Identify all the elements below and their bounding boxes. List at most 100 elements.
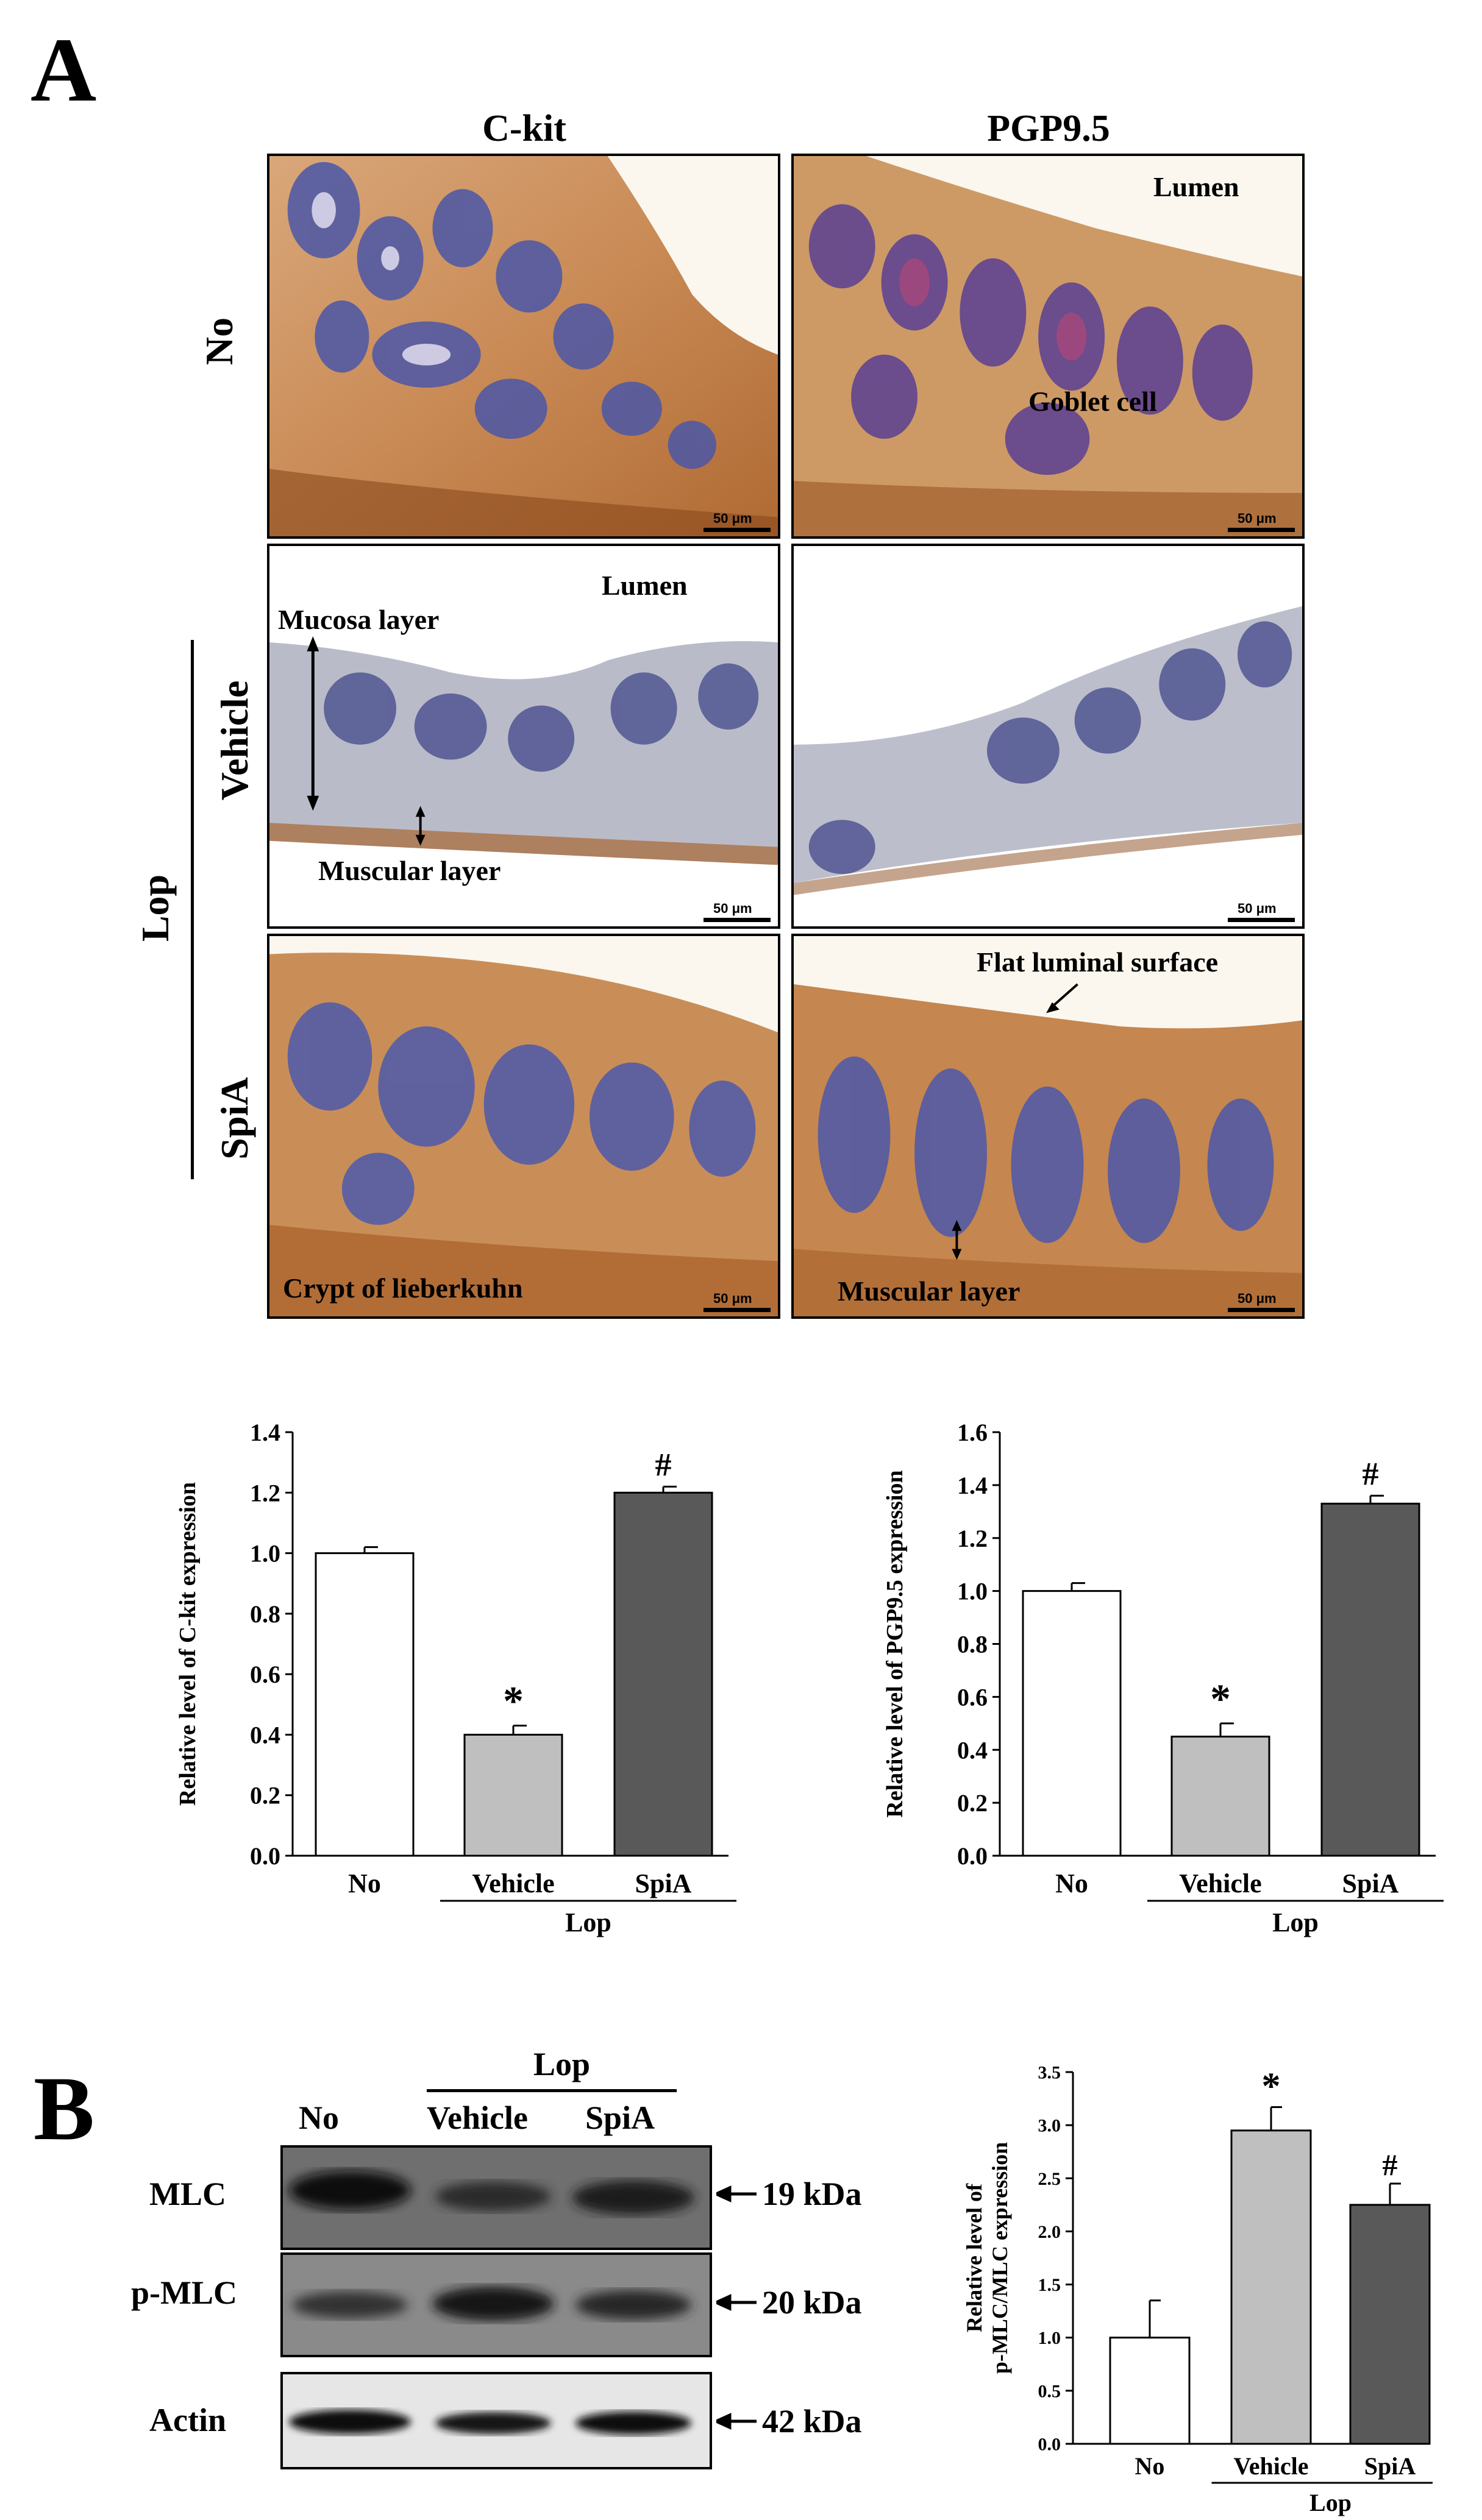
y-tick-label: 0.2: [957, 1789, 988, 1817]
row-label-vehicle: Vehicle: [213, 680, 256, 801]
scale-label: 50 μm: [1238, 901, 1277, 916]
bar-vehicle: [1230, 2129, 1312, 2445]
significance-asterisk: *: [1261, 2065, 1280, 2107]
y-tick-label: 0.5: [1038, 2381, 1061, 2401]
y-tick-label: 1.0: [250, 1540, 280, 1567]
y-tick-label: 0.0: [250, 1842, 280, 1870]
annotation-flat-luminal-surface: Flat luminal surface: [977, 946, 1219, 978]
annotation-crypt-of-lieberkuhn: Crypt of lieberkuhn: [283, 1272, 523, 1304]
y-tick-label: 1.5: [1038, 2275, 1061, 2295]
size-label-mlc: 19 kDa: [762, 2176, 862, 2212]
group-label-lop: Lop: [565, 1908, 611, 1937]
bar-no: [315, 1552, 415, 1857]
lane-label-vehicle: Vehicle: [427, 2099, 528, 2136]
y-tick-label: 3.0: [1038, 2116, 1061, 2136]
x-category-label: Vehicle: [1234, 2452, 1309, 2480]
bar-chart-p-mlc-mlc: 0.0 0.5 1.0 1.5 2.0 2.5 3.0 3.5 No * Vehicle # SpiA L…: [933, 2054, 1450, 2517]
significance-hash: #: [1383, 2148, 1398, 2182]
significance-hash: #: [655, 1446, 672, 1483]
lane-label-spia: SpiA: [585, 2099, 655, 2136]
bar-spia: [613, 1491, 713, 1857]
lane-label-no: No: [299, 2099, 339, 2136]
micrograph-vehicle-pgp95: 50 μm: [791, 544, 1305, 929]
band-label-p-mlc: p-MLC: [131, 2274, 237, 2311]
bar-spia: [1349, 2204, 1431, 2445]
scale-label: 50 μm: [713, 901, 752, 916]
y-tick-label: 0.0: [957, 1842, 988, 1870]
column-header-pgp95: PGP9.5: [987, 108, 1110, 149]
column-header-ckit: C-kit: [482, 108, 566, 149]
significance-asterisk: *: [1210, 1676, 1231, 1722]
size-arrows: [716, 2185, 757, 2430]
row-label-no: No: [198, 317, 241, 366]
scale-bar: [1228, 1308, 1295, 1312]
panel-a-label: A: [30, 20, 97, 121]
scale-bar: [704, 1308, 771, 1312]
band-label-actin: Actin: [149, 2402, 226, 2438]
group-label-lop: Lop: [1309, 2489, 1352, 2516]
band-label-mlc: MLC: [149, 2176, 226, 2212]
scale-bar: [1228, 528, 1295, 532]
blot-actin: [280, 2372, 712, 2469]
micrograph-vehicle-ckit: Lumen Mucosa layer Muscular layer 50 μm: [267, 544, 780, 929]
x-category-label: No: [1055, 1869, 1088, 1898]
y-tick-label: 3.5: [1038, 2063, 1061, 2083]
y-tick-label: 1.6: [957, 1419, 988, 1446]
y-tick-label: 0.8: [250, 1600, 280, 1628]
annotation-lumen: Lumen: [602, 570, 688, 601]
x-category-label: Vehicle: [1179, 1869, 1261, 1898]
row-label-spia: SpiA: [213, 1077, 256, 1160]
y-tick-label: 0.4: [250, 1721, 280, 1748]
annotation-muscular-layer: Muscular layer: [318, 855, 501, 886]
bar-chart-pgp95: 0.0 0.2 0.4 0.6 0.8 1.0 1.2 1.4 1.6 No * Vehicle # Sp…: [841, 1396, 1451, 1956]
bar-no: [1109, 2337, 1191, 2445]
annotation-mucosa-layer: Mucosa layer: [278, 604, 440, 635]
x-category-label: No: [1135, 2452, 1165, 2480]
y-tick-label: 0.0: [1038, 2435, 1061, 2455]
bar-spia: [1320, 1502, 1420, 1857]
bar-chart-ckit: 0.0 0.2 0.4 0.6 0.8 1.0 1.2 1.4 No * Vehicle # SpiA L…: [134, 1396, 744, 1956]
group-label-lop: Lop: [1272, 1908, 1319, 1937]
panel-b-label: B: [34, 2058, 95, 2159]
scale-bar: [704, 918, 771, 922]
micrograph-spia-ckit: Crypt of lieberkuhn 50 μm: [267, 934, 780, 1319]
scale-label: 50 μm: [713, 511, 752, 526]
y-tick-label: 2.5: [1038, 2169, 1061, 2189]
y-tick-label: 1.4: [250, 1419, 280, 1446]
y-axis-label: Relative level of C-kit expression: [175, 1482, 201, 1806]
blot-group-bracket: [427, 2089, 677, 2092]
x-category-label: SpiA: [1364, 2452, 1416, 2480]
significance-asterisk: *: [503, 1678, 524, 1724]
annotation-muscular-layer: Muscular layer: [838, 1276, 1021, 1307]
micrograph-spia-pgp95: Flat luminal surface Muscular layer 50 μ…: [791, 934, 1305, 1319]
micrograph-no-ckit: 50 μm: [267, 154, 780, 539]
bar-no: [1022, 1590, 1122, 1857]
y-tick-label: 0.2: [250, 1782, 280, 1809]
y-tick-label: 1.0: [957, 1578, 988, 1605]
y-axis-label: p-MLC/MLC expression: [988, 2142, 1012, 2374]
bar-vehicle: [463, 1733, 563, 1857]
blot-p-mlc: [280, 2252, 712, 2357]
annotation-goblet-cell: Goblet cell: [1028, 386, 1157, 417]
y-tick-label: 0.6: [250, 1661, 280, 1688]
x-category-label: SpiA: [635, 1869, 692, 1898]
y-tick-label: 2.0: [1038, 2222, 1061, 2242]
y-tick-label: 1.0: [1038, 2328, 1061, 2348]
significance-hash: #: [1363, 1455, 1379, 1492]
size-label-p-mlc: 20 kDa: [762, 2284, 862, 2321]
y-tick-label: 1.2: [957, 1525, 988, 1552]
scale-label: 50 μm: [1238, 511, 1277, 526]
x-category-label: No: [348, 1869, 381, 1898]
y-tick-label: 0.4: [957, 1736, 988, 1764]
y-tick-label: 1.2: [250, 1479, 280, 1507]
micrograph-no-pgp95: Lumen Goblet cell 50 μm: [791, 154, 1305, 539]
scale-bar: [704, 528, 771, 532]
scale-label: 50 μm: [1238, 1291, 1277, 1306]
y-tick-label: 0.6: [957, 1683, 988, 1711]
blot-group-label-lop: Lop: [533, 2046, 591, 2082]
x-category-label: SpiA: [1342, 1869, 1399, 1898]
blot-mlc: [280, 2145, 712, 2250]
scale-label: 50 μm: [713, 1291, 752, 1306]
y-tick-label: 0.8: [957, 1631, 988, 1658]
lop-bracket-line: [191, 640, 194, 1179]
